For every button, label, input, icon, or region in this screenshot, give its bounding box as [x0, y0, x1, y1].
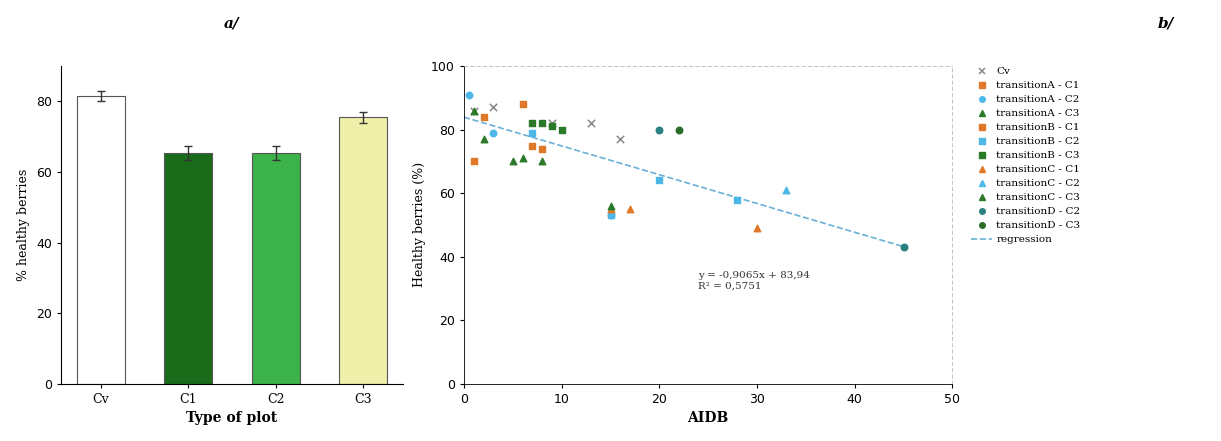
Point	[532, 145, 552, 152]
Point	[669, 126, 689, 133]
Point	[601, 212, 620, 219]
Y-axis label: Healthy berries (%): Healthy berries (%)	[413, 162, 426, 288]
Point	[513, 155, 532, 162]
Point	[650, 126, 669, 133]
Point	[542, 120, 562, 127]
Point	[484, 129, 503, 136]
Point	[513, 101, 532, 108]
Point	[532, 120, 552, 127]
Point	[728, 196, 747, 203]
Y-axis label: % healthy berries: % healthy berries	[17, 169, 31, 281]
Point	[523, 129, 542, 136]
Legend: Cv, transitionA - C1, transitionA - C2, transitionA - C3, transitionB - C1, tran: Cv, transitionA - C1, transitionA - C2, …	[967, 63, 1084, 248]
Bar	[164, 153, 212, 384]
Point	[503, 158, 523, 165]
Point	[552, 126, 571, 133]
Point	[601, 212, 620, 219]
Point	[542, 123, 562, 130]
Bar	[77, 96, 125, 384]
Point	[459, 91, 479, 98]
Text: a/: a/	[225, 17, 239, 31]
Point	[650, 177, 669, 184]
Point	[610, 136, 630, 143]
Point	[747, 224, 767, 232]
Text: b/: b/	[1158, 17, 1175, 31]
Point	[523, 120, 542, 127]
Point	[484, 104, 503, 111]
Point	[474, 136, 493, 143]
Bar	[339, 117, 387, 384]
Point	[464, 107, 484, 114]
Point	[474, 113, 493, 120]
Point	[777, 187, 796, 194]
Point	[464, 107, 484, 114]
Point	[894, 243, 913, 250]
Bar	[252, 153, 300, 384]
Text: y = -0,9065x + 83,94
R² = 0,5751: y = -0,9065x + 83,94 R² = 0,5751	[698, 271, 811, 291]
Point	[581, 120, 601, 127]
Point	[523, 142, 542, 149]
Point	[620, 206, 640, 213]
X-axis label: Type of plot: Type of plot	[187, 411, 277, 425]
Point	[601, 202, 620, 209]
Point	[464, 158, 484, 165]
X-axis label: AIDB: AIDB	[687, 411, 729, 425]
Point	[532, 158, 552, 165]
Point	[601, 206, 620, 213]
